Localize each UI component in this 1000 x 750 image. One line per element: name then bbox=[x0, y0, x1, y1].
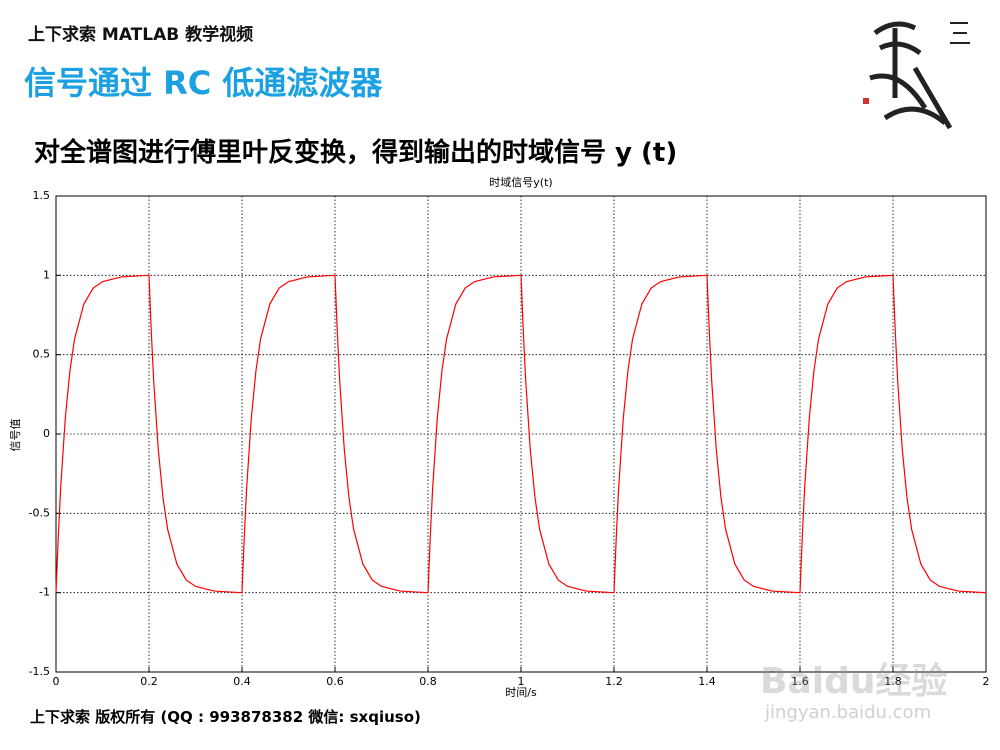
chart-title: 时域信号y(t) bbox=[489, 176, 552, 189]
slide-title: 信号通过 RC 低通滤波器 bbox=[24, 64, 383, 102]
data-line bbox=[55, 274, 987, 594]
series-label: 上下求索 MATLAB 教学视频 bbox=[28, 25, 254, 45]
y-tick-label: 0 bbox=[43, 427, 50, 440]
y-tick-label: -1.5 bbox=[29, 665, 50, 678]
x-tick-label: 0.4 bbox=[233, 675, 251, 688]
watermark-url: jingyan.baidu.com bbox=[765, 702, 932, 723]
x-tick-label: 2 bbox=[983, 675, 990, 688]
chart: 时域信号y(t) 时间/s 信号值 -1.5 -1 -0.5 0 0.5 1 1.5 0 0.2… bbox=[9, 176, 990, 699]
y-tick-label: 1.5 bbox=[33, 189, 51, 202]
x-tick-label: 1.6 bbox=[791, 675, 809, 688]
slide-subtitle: 对全谱图进行傅里叶反变换，得到输出的时域信号 y (t) bbox=[34, 138, 678, 168]
x-tick-label: 0.8 bbox=[419, 675, 437, 688]
x-tick-label: 1.4 bbox=[698, 675, 716, 688]
x-tick-label: 0 bbox=[53, 675, 60, 688]
x-tick-label: 1 bbox=[518, 675, 525, 688]
plot-frame bbox=[55, 195, 987, 673]
y-tick-label: -0.5 bbox=[29, 506, 50, 519]
y-tick-label: 1 bbox=[43, 268, 50, 281]
watermark-brand: Baidu经验 bbox=[760, 661, 948, 702]
x-axis-label: 时间/s bbox=[505, 686, 537, 699]
x-tick-label: 0.2 bbox=[140, 675, 158, 688]
x-tick-label: 1.2 bbox=[605, 675, 623, 688]
x-tick-label: 1.8 bbox=[884, 675, 902, 688]
footer: 上下求索 版权所有 (QQ : 993878382 微信: sxqiuso) bbox=[30, 708, 421, 726]
y-axis-label: 信号值 bbox=[9, 419, 22, 452]
logo bbox=[863, 21, 970, 130]
y-tick-label: 0.5 bbox=[33, 348, 51, 361]
y-tick-label: -1 bbox=[39, 586, 50, 599]
x-tick-label: 0.6 bbox=[326, 675, 344, 688]
